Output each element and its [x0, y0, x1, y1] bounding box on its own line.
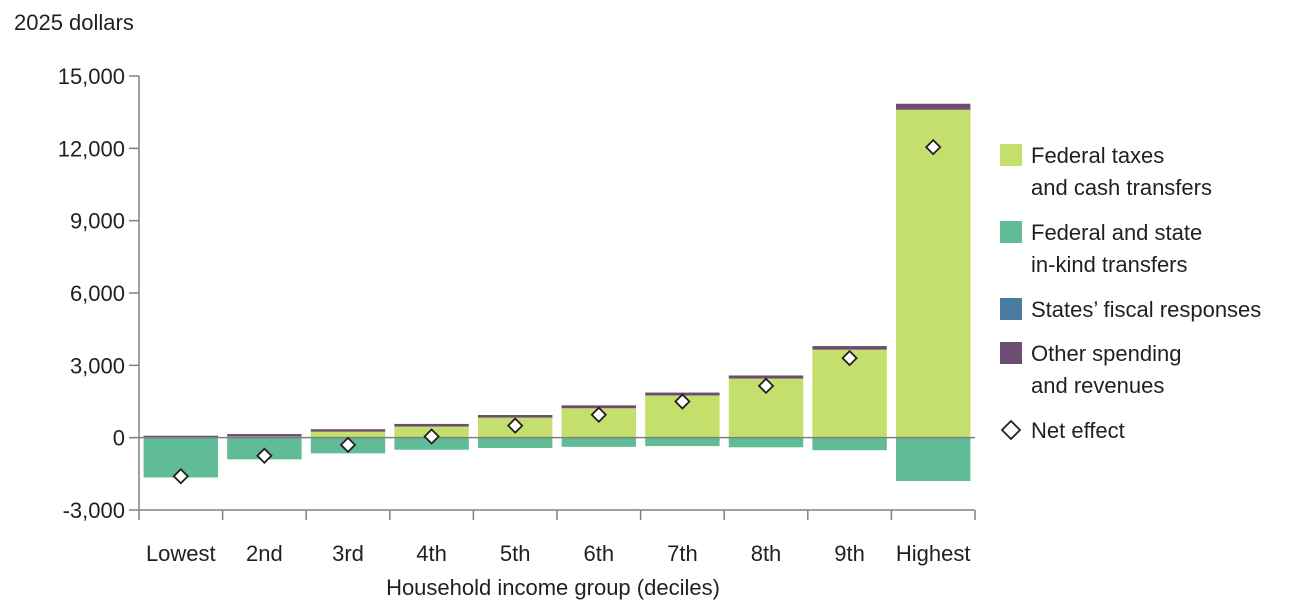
net-effect-marker — [256, 447, 273, 465]
x-tick-label: 2nd — [246, 541, 283, 566]
net-effect-marker — [841, 349, 858, 367]
y-tick-label: 15,000 — [58, 64, 125, 89]
legend-swatch — [1000, 298, 1022, 320]
x-tick-label: 5th — [500, 541, 531, 566]
x-tick-label: Lowest — [146, 541, 216, 566]
x-tick-label: 4th — [416, 541, 447, 566]
bars — [143, 103, 971, 482]
bar-segment — [645, 437, 720, 447]
net-effect-markers — [172, 138, 942, 485]
legend-net-effect-icon — [1000, 419, 1022, 441]
bar-segment — [561, 437, 637, 447]
x-tick-label: Highest — [896, 541, 971, 566]
bar-segment — [895, 437, 971, 482]
x-tick-label: 6th — [584, 541, 615, 566]
net-effect-marker — [674, 393, 691, 410]
legend-label: Other spending — [1031, 341, 1181, 366]
y-tick-label: 9,000 — [70, 209, 125, 234]
bar-segment — [394, 423, 469, 427]
net-effect-marker — [590, 406, 608, 424]
bar-segment — [895, 103, 971, 110]
x-axis: Lowest 2nd 3rd 4th 5th 6th 7th 8th 9th Highest — [138, 509, 976, 566]
net-effect-marker — [924, 138, 942, 156]
bar-segment — [310, 429, 386, 432]
legend-label: Net effect — [1031, 418, 1125, 443]
y-axis-title: 2025 dollars — [14, 10, 134, 35]
bar-segment — [310, 431, 386, 438]
x-tick-label: 7th — [667, 541, 698, 566]
x-tick-label: 8th — [751, 541, 782, 566]
bar-segment — [143, 435, 219, 438]
bar-segment — [477, 437, 553, 449]
legend-swatch — [1000, 221, 1022, 243]
bar-segment — [812, 437, 887, 451]
legend-label: States’ fiscal responses — [1031, 297, 1261, 322]
legend-label: Federal and state — [1031, 220, 1202, 245]
y-axis: -3,000 0 3,000 6,000 9,000 12,000 15,000 — [58, 64, 140, 523]
x-tick-label: 3rd — [332, 541, 364, 566]
legend: Federal taxes and cash transfers Federal a… — [1000, 143, 1261, 443]
net-effect-marker — [172, 467, 190, 485]
net-effect-marker — [506, 417, 524, 434]
net-effect-marker — [757, 377, 775, 395]
legend-label: in-kind transfers — [1031, 252, 1188, 277]
bar-segment — [728, 437, 804, 448]
y-tick-label: 0 — [113, 426, 125, 451]
bar-segment — [895, 109, 971, 438]
x-tick-label: 9th — [834, 541, 865, 566]
bar-segment — [477, 415, 553, 418]
y-tick-label: -3,000 — [63, 498, 125, 523]
y-tick-label: 12,000 — [58, 136, 125, 161]
net-effect-marker — [339, 436, 357, 454]
bar-segment — [812, 346, 887, 350]
y-tick-label: 3,000 — [70, 353, 125, 378]
legend-swatch — [1000, 144, 1022, 166]
net-effect-marker — [423, 428, 440, 445]
y-tick-label: 6,000 — [70, 281, 125, 306]
x-axis-title: Household income group (deciles) — [386, 575, 720, 600]
legend-label: and cash transfers — [1031, 175, 1212, 200]
legend-label: Federal taxes — [1031, 143, 1164, 168]
legend-label: and revenues — [1031, 373, 1164, 398]
bar-segment — [227, 434, 302, 437]
legend-swatch — [1000, 342, 1022, 364]
bar-segment — [728, 375, 804, 379]
